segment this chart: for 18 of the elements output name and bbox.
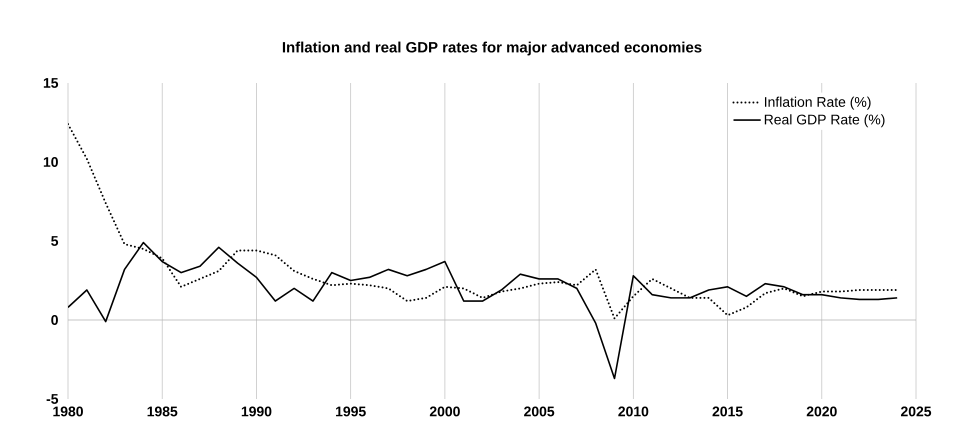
x-tick-label: 2005 xyxy=(524,406,554,416)
x-tick-label: 1985 xyxy=(148,406,178,416)
y-tick-label: -5 xyxy=(46,394,58,404)
legend-label: Real GDP Rate (%) xyxy=(764,114,884,128)
x-tick-label: 2015 xyxy=(712,406,743,416)
x-tick-label: 2025 xyxy=(900,406,932,416)
y-tick-label: 5 xyxy=(51,236,58,246)
x-tick-label: 2020 xyxy=(806,406,837,416)
x-tick-label: 1990 xyxy=(242,406,272,416)
y-tick-label: 0 xyxy=(51,315,58,325)
x-tick-label: 1980 xyxy=(53,406,83,416)
y-tick-label: 15 xyxy=(44,78,58,88)
x-tick-label: 2010 xyxy=(618,406,648,416)
x-tick-label: 1995 xyxy=(336,406,366,416)
chart-title: Inflation and real GDP rates for major advanced economies xyxy=(282,42,702,56)
x-tick-label: 2000 xyxy=(430,406,460,416)
legend-label: Inflation Rate (%) xyxy=(764,96,871,110)
y-tick-label: 10 xyxy=(44,157,58,167)
